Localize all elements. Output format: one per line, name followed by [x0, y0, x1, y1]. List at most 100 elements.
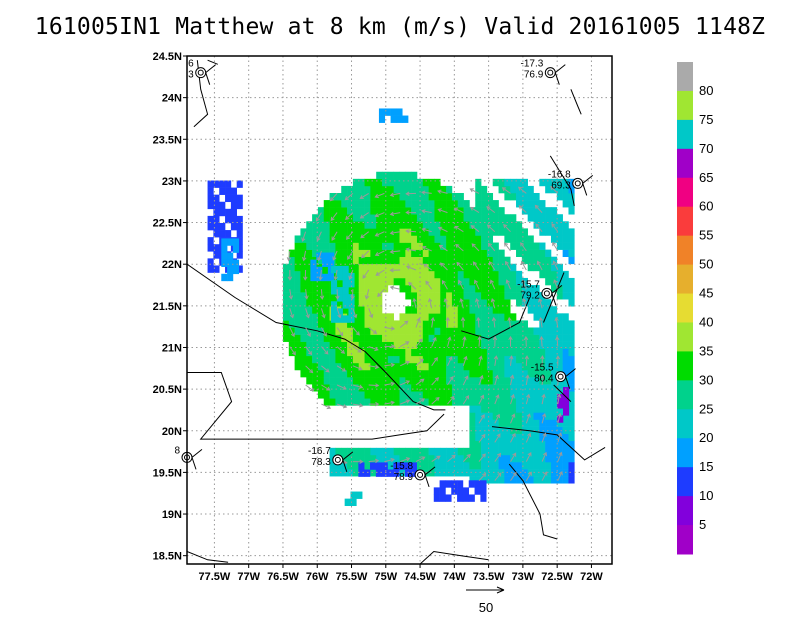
- field-cell: [341, 469, 348, 477]
- field-cell: [463, 362, 470, 371]
- wind-vector: [352, 403, 364, 408]
- field-cell: [475, 461, 482, 470]
- field-cell: [434, 341, 441, 350]
- wind-vector: [352, 365, 363, 371]
- colorbar-swatch: [677, 293, 693, 323]
- wind-vector: [462, 395, 470, 405]
- field-cell: [475, 362, 482, 371]
- field-cell: [527, 214, 534, 222]
- field-cell: [498, 327, 505, 335]
- field-cell: [405, 256, 412, 265]
- wind-vector: [555, 355, 561, 366]
- field-cell: [358, 221, 365, 229]
- field-cell: [306, 299, 313, 307]
- field-cell: [329, 355, 336, 364]
- field-cell: [335, 249, 342, 258]
- field-cell: [300, 263, 307, 272]
- field-cell: [469, 299, 476, 307]
- wind-vector: [331, 231, 338, 241]
- field-cell: [550, 235, 558, 243]
- wind-vector: [405, 228, 417, 234]
- field-cell: [236, 194, 243, 203]
- field-cell: [347, 285, 354, 293]
- field-cell: [411, 313, 418, 321]
- field-cell: [364, 242, 371, 250]
- field-cell: [434, 469, 441, 477]
- field-cell: [457, 461, 464, 470]
- field-cell: [330, 301, 338, 309]
- colorbar-label: 65: [699, 170, 713, 185]
- field-cell: [539, 207, 546, 215]
- field-cell: [481, 306, 488, 314]
- field-cell: [387, 171, 394, 180]
- field-cell: [382, 200, 389, 208]
- field-cell: [341, 320, 348, 328]
- field-cell: [556, 461, 563, 470]
- field-cell: [539, 242, 546, 250]
- field-cell: [230, 201, 237, 210]
- field-cell: [335, 214, 342, 222]
- field-cell: [227, 259, 234, 267]
- wind-vector: [336, 346, 346, 354]
- field-cell: [352, 447, 360, 456]
- wind-vector: [348, 269, 354, 281]
- field-cell: [306, 292, 313, 300]
- field-cell: [317, 320, 325, 328]
- field-cell: [317, 384, 325, 392]
- field-cell: [463, 299, 470, 307]
- wind-vector: [470, 225, 480, 233]
- field-cell: [387, 256, 394, 265]
- field-cell: [451, 447, 459, 456]
- field-cell: [335, 355, 342, 364]
- field-cell: [422, 369, 429, 378]
- field-cell: [521, 249, 528, 258]
- field-cell: [527, 192, 534, 201]
- field-cell: [282, 277, 290, 286]
- field-cell: [382, 192, 389, 201]
- coastline: [570, 89, 582, 115]
- field-cell: [481, 327, 488, 335]
- field-cell: [562, 401, 570, 409]
- wind-vector: [552, 241, 559, 252]
- wind-vector: [389, 268, 401, 273]
- field-cell: [329, 200, 336, 208]
- colorbar-label: 20: [699, 430, 713, 445]
- field-cell: [335, 192, 342, 201]
- field-cell: [434, 299, 441, 307]
- coastline: [187, 551, 229, 563]
- field-cell: [376, 306, 383, 314]
- field-cell: [422, 185, 429, 194]
- field-cell: [422, 249, 429, 258]
- field-cell: [399, 469, 406, 477]
- field-cell: [510, 348, 517, 357]
- field-cell: [545, 277, 552, 286]
- field-cell: [545, 178, 552, 187]
- axes: 77.5W 77W 76.5W 76W 75.5W 75W 74.5W 74W 73.5W 73W…: [153, 51, 604, 583]
- field-cell: [451, 369, 459, 378]
- field-cell: [405, 362, 412, 371]
- field-cell: [475, 355, 482, 364]
- field-cell: [550, 341, 558, 350]
- field-cell: [486, 447, 494, 456]
- field-cell: [294, 299, 301, 307]
- field-cell: [393, 192, 400, 201]
- field-cell: [504, 391, 511, 399]
- field-cell: [510, 313, 517, 321]
- field-cell: [510, 405, 517, 413]
- field-cell: [411, 207, 418, 215]
- field-cell: [364, 285, 371, 293]
- wind-vector: [438, 244, 448, 252]
- field-cell: [440, 306, 447, 314]
- field-cell: [312, 327, 319, 335]
- field-cell: [225, 230, 232, 238]
- field-cell: [486, 242, 494, 250]
- field-cell: [434, 447, 441, 456]
- field-cell: [306, 313, 313, 321]
- field-cell: [510, 469, 517, 477]
- field-cell: [516, 362, 523, 371]
- field-cell: [527, 369, 534, 378]
- wind-vector: [478, 433, 486, 443]
- field-cell: [539, 306, 546, 314]
- field-cell: [405, 327, 412, 335]
- wind-vector: [301, 231, 307, 242]
